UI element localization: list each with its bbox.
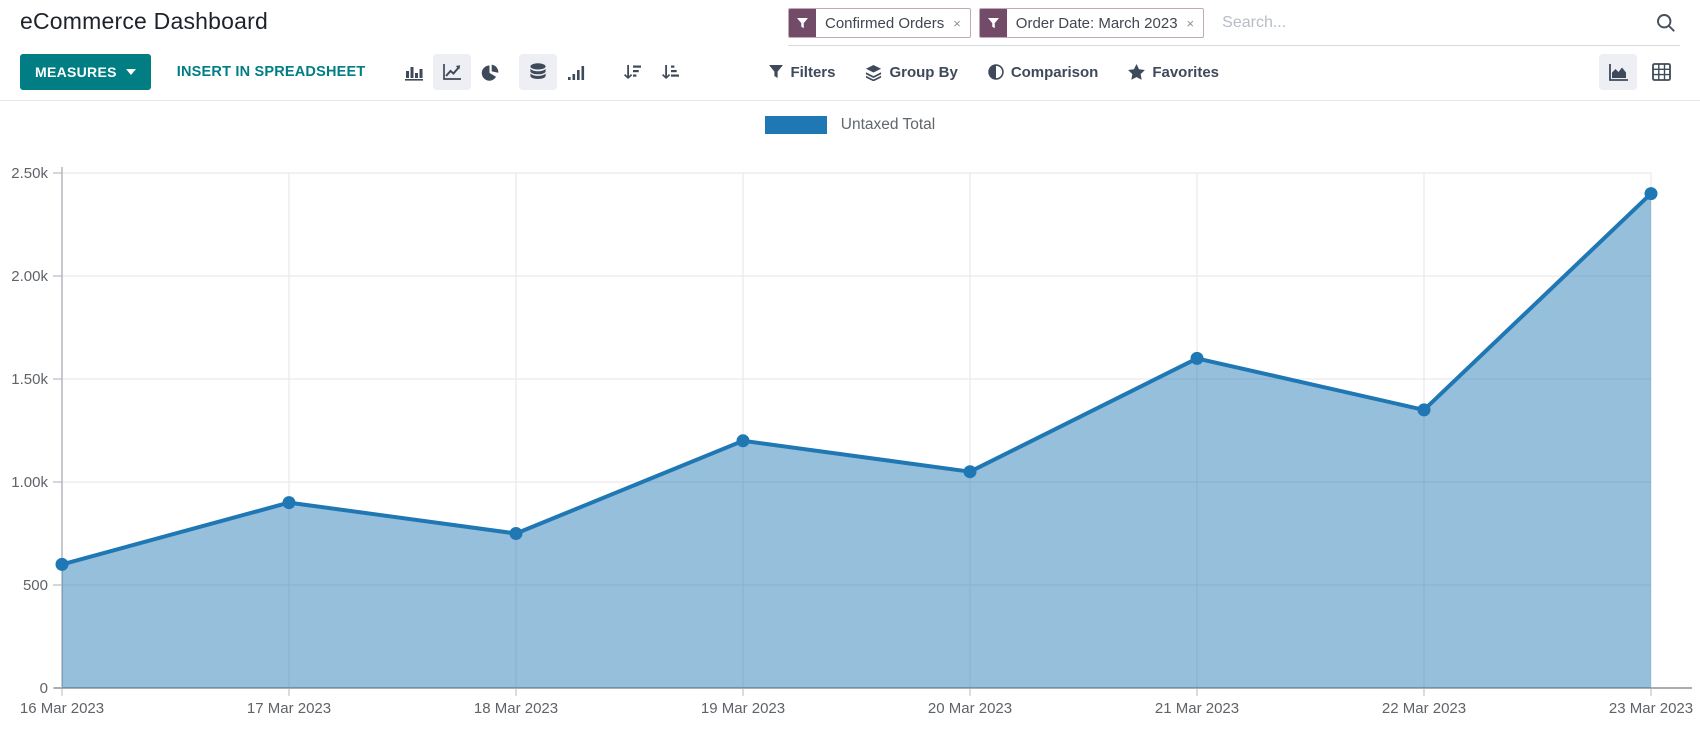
facet-remove-button[interactable]: × xyxy=(1186,15,1195,31)
area-chart-canvas[interactable]: 16 Mar 2023 17 Mar 2023 18 Mar 2023 19 Mar … xyxy=(0,143,1700,734)
x-axis-label: 23 Mar 2023 xyxy=(1609,700,1693,717)
filters-menu-label: Filters xyxy=(790,63,836,81)
page-title: eCommerce Dashboard xyxy=(20,8,268,34)
chart-legend[interactable]: Untaxed Total xyxy=(0,101,1700,143)
group-by-menu-label: Group By xyxy=(889,63,958,81)
funnel-icon xyxy=(769,65,784,78)
chart-type-switcher xyxy=(395,54,689,90)
stacked-icon[interactable] xyxy=(519,54,558,90)
view-switcher xyxy=(1599,54,1680,90)
filter-facet-order-date: Order Date: March 2023 × xyxy=(978,8,1205,38)
x-axis-label: 19 Mar 2023 xyxy=(701,700,785,717)
legend-swatch xyxy=(764,116,827,134)
filter-facet-confirmed-orders: Confirmed Orders × xyxy=(788,8,971,38)
cumulative-icon[interactable] xyxy=(557,54,595,90)
y-axis-label: 2.50k xyxy=(11,165,48,182)
data-point[interactable] xyxy=(1644,187,1658,201)
search-icon[interactable] xyxy=(1656,13,1676,33)
series-line xyxy=(60,191,1653,567)
favorites-menu-label: Favorites xyxy=(1152,63,1220,81)
facet-label: Confirmed Orders xyxy=(825,14,945,32)
group-by-menu[interactable]: Group By xyxy=(865,63,958,81)
y-axis-label: 1.00k xyxy=(11,474,48,491)
facet-remove-button[interactable]: × xyxy=(953,15,961,31)
line-chart-icon[interactable] xyxy=(433,54,472,90)
pivot-view-icon[interactable] xyxy=(1642,54,1680,90)
comparison-menu[interactable]: Comparison xyxy=(988,63,1099,81)
filter-funnel-icon xyxy=(789,9,816,37)
data-point[interactable] xyxy=(963,465,977,479)
measures-label: MEASURES xyxy=(35,64,117,80)
data-point[interactable] xyxy=(1417,403,1431,417)
y-axis-label: 2.00k xyxy=(11,268,48,285)
control-panel: eCommerce Dashboard Confirmed Orders × O… xyxy=(0,0,1700,101)
x-axis-label: 22 Mar 2023 xyxy=(1382,700,1466,717)
x-axis-label: 16 Mar 2023 xyxy=(20,700,104,717)
bar-chart-icon[interactable] xyxy=(395,54,433,90)
y-axis-label: 500 xyxy=(23,577,48,594)
caret-down-icon xyxy=(125,69,136,75)
comparison-menu-label: Comparison xyxy=(1010,63,1099,81)
search-bar: Confirmed Orders × Order Date: March 202… xyxy=(788,8,1680,46)
axes xyxy=(53,167,1692,696)
insert-in-spreadsheet-button[interactable]: INSERT IN SPREADSHEET xyxy=(176,64,366,80)
half-circle-icon xyxy=(988,64,1004,80)
layers-icon xyxy=(866,64,882,81)
y-axis-label: 0 xyxy=(40,680,48,697)
y-axis-label: 1.50k xyxy=(11,371,48,388)
filter-funnel-icon xyxy=(979,9,1007,37)
search-menus: Filters Group By Comparison Favori xyxy=(769,64,1219,81)
filters-menu[interactable]: Filters xyxy=(769,64,835,81)
facet-label: Order Date: March 2023 xyxy=(1015,14,1178,32)
data-point[interactable] xyxy=(736,434,750,448)
data-point[interactable] xyxy=(282,496,296,510)
axis-labels: 16 Mar 2023 17 Mar 2023 18 Mar 2023 19 Mar … xyxy=(11,165,1693,717)
x-axis-label: 20 Mar 2023 xyxy=(928,700,1012,717)
x-axis-label: 17 Mar 2023 xyxy=(247,700,331,717)
series-area-fill xyxy=(62,193,1651,688)
data-point[interactable] xyxy=(509,527,523,540)
x-axis-label: 18 Mar 2023 xyxy=(474,700,558,717)
measures-button[interactable]: MEASURES xyxy=(20,54,151,90)
sort-ascending-icon[interactable] xyxy=(651,54,689,90)
pie-chart-icon[interactable] xyxy=(471,54,509,90)
legend-label: Untaxed Total xyxy=(840,116,936,133)
star-icon xyxy=(1128,64,1146,80)
data-point[interactable] xyxy=(55,557,69,571)
gridlines xyxy=(62,172,1652,688)
sort-descending-icon[interactable] xyxy=(613,54,651,90)
data-point[interactable] xyxy=(1190,351,1204,365)
search-input[interactable]: Search... xyxy=(1222,14,1287,31)
favorites-menu[interactable]: Favorites xyxy=(1128,64,1219,81)
x-axis-label: 21 Mar 2023 xyxy=(1155,700,1239,717)
graph-view-icon[interactable] xyxy=(1599,54,1637,90)
